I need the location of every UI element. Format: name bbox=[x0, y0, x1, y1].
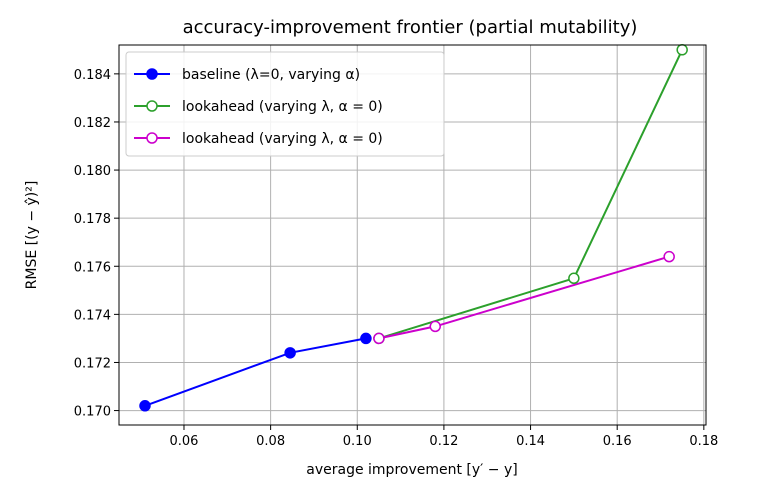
x-tick-label: 0.12 bbox=[429, 434, 458, 449]
legend-swatch-marker bbox=[146, 68, 158, 80]
series-0-point bbox=[360, 332, 372, 345]
x-axis-label: average improvement [y′ − y] bbox=[306, 462, 517, 478]
y-axis-label: RMSE [(y − ŷ)²] bbox=[24, 181, 40, 290]
chart-title: accuracy-improvement frontier (partial m… bbox=[183, 17, 638, 38]
legend-swatch-marker bbox=[146, 100, 158, 112]
x-tick-label: 0.06 bbox=[170, 434, 199, 449]
series-1-point bbox=[676, 44, 688, 56]
legend-box bbox=[125, 51, 445, 157]
x-tick-label: 0.16 bbox=[603, 434, 632, 449]
plot-series bbox=[139, 44, 688, 412]
series-2-point bbox=[373, 332, 385, 345]
y-tick-label: 0.178 bbox=[74, 212, 111, 227]
x-tick-label: 0.10 bbox=[343, 434, 372, 449]
plot-frame bbox=[118, 44, 707, 426]
y-tick-label: 0.170 bbox=[74, 405, 111, 420]
series-2-line bbox=[378, 255, 670, 340]
x-axis-ticks: 0.06 0.08 0.10 0.12 0.14 0.16 0.18 bbox=[170, 425, 718, 449]
x-tick-label: 0.18 bbox=[689, 434, 718, 449]
y-tick-label: 0.180 bbox=[74, 164, 111, 179]
legend-label: baseline (λ=0, varying α) bbox=[182, 67, 360, 83]
y-tick-label: 0.182 bbox=[74, 116, 111, 131]
y-tick-label: 0.184 bbox=[74, 68, 111, 83]
series-2-point bbox=[663, 250, 675, 263]
series-0-point bbox=[139, 400, 151, 412]
series-0-point bbox=[284, 347, 296, 359]
x-tick-label: 0.08 bbox=[256, 434, 285, 449]
series-2-point bbox=[429, 320, 441, 333]
legend-swatch-marker bbox=[146, 132, 158, 144]
y-axis-ticks: 0.170 0.172 0.174 0.176 0.178 0.180 0.182 0.184 bbox=[74, 68, 119, 420]
series-1-point bbox=[568, 272, 580, 285]
legend-label: lookahead (varying λ, α = 0) bbox=[182, 99, 383, 115]
legend: baseline (λ=0, varying α) lookahead (vary… bbox=[125, 51, 445, 157]
y-tick-label: 0.176 bbox=[74, 260, 111, 275]
y-tick-label: 0.172 bbox=[74, 356, 111, 371]
series-0-line bbox=[144, 337, 367, 407]
y-tick-label: 0.174 bbox=[74, 308, 111, 323]
legend-label: lookahead (varying λ, α = 0) bbox=[182, 131, 383, 147]
x-tick-label: 0.14 bbox=[516, 434, 545, 449]
